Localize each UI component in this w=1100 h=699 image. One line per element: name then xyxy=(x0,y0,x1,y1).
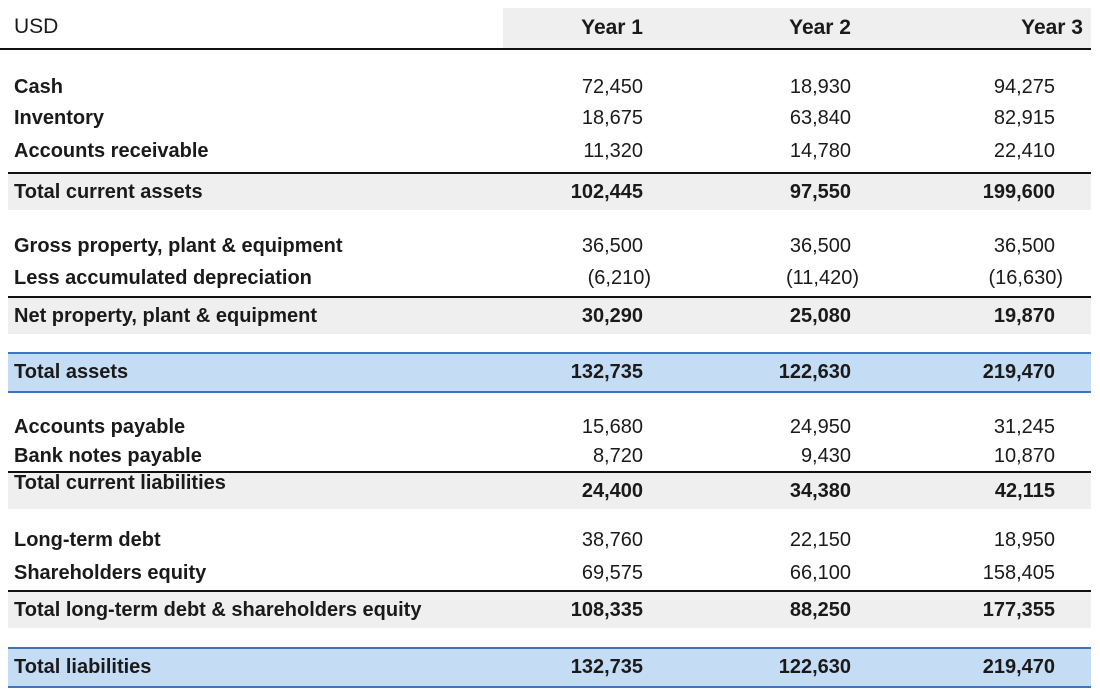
column-header-year-1: Year 1 xyxy=(581,16,643,39)
row-label: Inventory xyxy=(14,107,105,129)
row-accounts-receivable: Accounts receivable 11,320 14,780 22,410 xyxy=(8,136,1091,166)
row-label: Total liabilities xyxy=(14,656,152,678)
cell-year-3: 18,950 xyxy=(993,529,1055,551)
column-header-year-3: Year 3 xyxy=(1021,16,1083,39)
cell-year-3: 177,355 xyxy=(982,599,1055,621)
cell-year-2: 9,430 xyxy=(800,445,851,467)
cell-year-3: 199,600 xyxy=(982,181,1055,203)
row-total-ltd-equity: Total long-term debt & shareholders equi… xyxy=(8,590,1091,628)
cell-year-1: 69,575 xyxy=(581,562,643,584)
cell-year-3: 94,275 xyxy=(993,76,1055,98)
row-long-term-debt: Long-term debt 38,760 22,150 18,950 xyxy=(8,525,1091,555)
cell-year-1: (6,210) xyxy=(587,267,651,289)
cell-year-1: 38,760 xyxy=(581,529,643,551)
cell-year-2: 18,930 xyxy=(789,76,851,98)
header-shading xyxy=(503,8,1091,48)
row-label: Shareholders equity xyxy=(14,562,207,584)
row-total-current-assets: Total current assets 102,445 97,550 199,… xyxy=(8,172,1091,210)
cell-year-2: 34,380 xyxy=(789,480,851,502)
cell-year-2: 66,100 xyxy=(789,562,851,584)
cell-year-2: 88,250 xyxy=(789,599,851,621)
row-label: Accounts payable xyxy=(14,416,186,438)
row-cash: Cash 72,450 18,930 94,275 xyxy=(8,72,1091,102)
cell-year-2: 97,550 xyxy=(789,181,851,203)
row-total-assets: Total assets 132,735 122,630 219,470 xyxy=(8,352,1091,393)
table-header: USD Year 1 Year 2 Year 3 xyxy=(0,8,1091,50)
row-label: Cash xyxy=(14,76,63,98)
cell-year-2: 36,500 xyxy=(789,235,851,257)
row-label: Total long-term debt & shareholders equi… xyxy=(14,599,422,621)
cell-year-2: 25,080 xyxy=(789,305,851,327)
cell-year-2: 22,150 xyxy=(789,529,851,551)
row-label: Total current liabilities xyxy=(14,472,226,494)
cell-year-3: 22,410 xyxy=(993,140,1055,162)
row-bank-notes-payable: Bank notes payable 8,720 9,430 10,870 xyxy=(8,441,1091,471)
row-label: Net property, plant & equipment xyxy=(14,305,317,327)
cell-year-3: 42,115 xyxy=(994,480,1055,502)
row-label: Bank notes payable xyxy=(14,445,202,467)
row-total-liabilities: Total liabilities 132,735 122,630 219,47… xyxy=(8,647,1091,688)
cell-year-3: 219,470 xyxy=(982,656,1055,678)
cell-year-1: 108,335 xyxy=(570,599,643,621)
cell-year-1: 36,500 xyxy=(581,235,643,257)
cell-year-3: 31,245 xyxy=(993,416,1055,438)
cell-year-3: 158,405 xyxy=(982,562,1055,584)
cell-year-2: 63,840 xyxy=(789,107,851,129)
cell-year-2: 122,630 xyxy=(778,656,851,678)
row-net-ppe: Net property, plant & equipment 30,290 2… xyxy=(8,296,1091,334)
cell-year-1: 8,720 xyxy=(592,445,643,467)
row-accounts-payable: Accounts payable 15,680 24,950 31,245 xyxy=(8,412,1091,442)
row-label: Less accumulated depreciation xyxy=(14,267,312,289)
row-label: Long-term debt xyxy=(14,529,161,551)
row-gross-ppe: Gross property, plant & equipment 36,500… xyxy=(8,231,1091,261)
cell-year-3: 219,470 xyxy=(982,361,1055,383)
cell-year-2: 122,630 xyxy=(778,361,851,383)
cell-year-1: 102,445 xyxy=(570,181,643,203)
cell-year-1: 30,290 xyxy=(581,305,643,327)
row-accumulated-depreciation: Less accumulated depreciation (6,210) (1… xyxy=(8,263,1091,293)
cell-year-2: 14,780 xyxy=(789,140,851,162)
column-header-year-2: Year 2 xyxy=(789,16,851,39)
cell-year-3: 10,870 xyxy=(993,445,1055,467)
cell-year-3: 36,500 xyxy=(993,235,1055,257)
cell-year-1: 18,675 xyxy=(581,107,643,129)
cell-year-2: (11,420) xyxy=(785,267,859,289)
cell-year-2: 24,950 xyxy=(789,416,851,438)
cell-year-1: 72,450 xyxy=(581,76,643,98)
row-label: Gross property, plant & equipment xyxy=(14,235,343,257)
cell-year-1: 11,320 xyxy=(583,140,643,162)
currency-label: USD xyxy=(14,15,59,38)
row-total-current-liabilities: Total current liabilities 24,400 34,380 … xyxy=(8,471,1091,509)
row-label: Total assets xyxy=(14,361,129,383)
cell-year-1: 132,735 xyxy=(570,656,643,678)
row-label: Accounts receivable xyxy=(14,140,209,162)
cell-year-1: 132,735 xyxy=(570,361,643,383)
cell-year-1: 15,680 xyxy=(581,416,643,438)
row-label: Total current assets xyxy=(14,181,203,203)
cell-year-3: 19,870 xyxy=(993,305,1055,327)
row-inventory: Inventory 18,675 63,840 82,915 xyxy=(8,103,1091,133)
cell-year-3: 82,915 xyxy=(993,107,1055,129)
cell-year-1: 24,400 xyxy=(581,480,643,502)
cell-year-3: (16,630) xyxy=(988,267,1064,289)
row-shareholders-equity: Shareholders equity 69,575 66,100 158,40… xyxy=(8,558,1091,588)
